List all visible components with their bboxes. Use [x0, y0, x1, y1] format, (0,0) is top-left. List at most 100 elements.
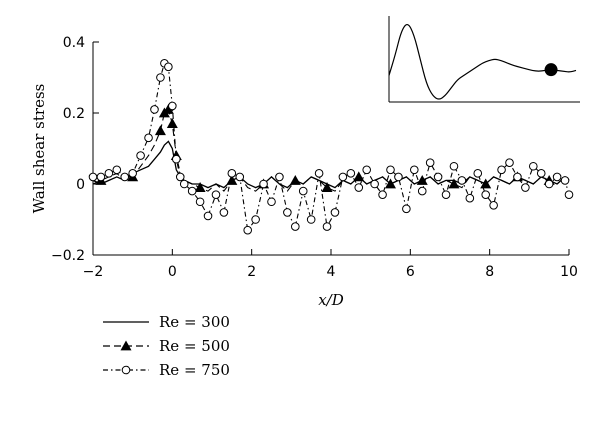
series-3-point: [457, 176, 467, 185]
series-3-point: [402, 204, 411, 214]
series-3-point: [136, 151, 145, 160]
legend-label: Re = 750: [159, 361, 230, 379]
series-3-point: [112, 165, 122, 175]
series-3-point: [168, 101, 177, 111]
legend-marker: [120, 340, 132, 351]
series-3-point: [497, 165, 506, 175]
series-3-point: [144, 133, 153, 143]
series-3-point: [394, 172, 403, 182]
series-3-point: [267, 197, 276, 207]
series-3-point: [513, 172, 522, 182]
y-axis-label: Wall shear stress: [30, 84, 48, 214]
legend-label: Re = 500: [159, 337, 230, 355]
series-2-point: [416, 174, 428, 185]
series-3-point: [354, 183, 364, 192]
series-3-point: [552, 172, 562, 182]
series-3-point: [104, 169, 114, 178]
series-3-point: [346, 169, 356, 178]
series-2-point: [162, 103, 174, 114]
series-2-point: [289, 174, 301, 185]
series-3-point: [564, 190, 574, 199]
series-2-point: [166, 118, 178, 129]
series-3-point: [172, 154, 181, 164]
series-3-point: [219, 208, 229, 217]
series-3-point: [164, 62, 173, 72]
series-3-point: [449, 161, 459, 171]
series-3-point: [370, 179, 379, 189]
series-3-point: [338, 172, 348, 182]
inset-plot: [388, 16, 580, 103]
series-3-point: [179, 179, 189, 189]
series-3-point: [473, 169, 483, 178]
series-3-point: [227, 169, 237, 178]
series-2-point: [226, 174, 238, 185]
legend-marker: [121, 365, 131, 375]
series-3-point: [481, 190, 491, 199]
series-3-point: [120, 172, 130, 182]
series-1-line: [92, 140, 570, 189]
series-3-point: [521, 183, 530, 192]
series-3-point: [529, 161, 538, 171]
series-3-point: [322, 222, 332, 231]
x-tick-label: 8: [485, 264, 494, 280]
x-tick-label: 2: [247, 264, 256, 280]
x-axis-label: x/D: [318, 291, 344, 309]
series-3-point: [150, 105, 159, 114]
legend-label: Re = 300: [159, 313, 230, 331]
series-3-point: [211, 190, 221, 199]
series-3-point: [283, 208, 292, 217]
legend-entry-3: Re = 750: [103, 361, 230, 379]
series-3-point: [251, 215, 260, 224]
y-tick-label: −0.2: [51, 248, 85, 264]
series-3: [88, 59, 574, 235]
series-3-point: [417, 186, 427, 196]
series-2-point: [321, 182, 333, 192]
series-3-point: [314, 169, 324, 178]
series-2-point: [480, 178, 492, 189]
series-3-point: [306, 215, 316, 224]
series-3-point: [175, 172, 185, 182]
x-tick-label: 0: [168, 264, 177, 280]
legend-entry-1: Re = 300: [103, 313, 230, 331]
series-3-point: [560, 176, 570, 185]
series-3-point: [243, 225, 252, 235]
series-3-point: [195, 197, 205, 207]
y-tick-label: 0.4: [63, 35, 85, 51]
series-2-point: [154, 125, 166, 136]
series-3-point: [88, 172, 98, 182]
series-3-point: [544, 179, 554, 189]
series-3-point: [425, 158, 435, 167]
series-3-point: [259, 179, 268, 189]
x-tick-label: −2: [83, 264, 104, 280]
series-3-point: [298, 186, 308, 196]
series-3-point: [330, 208, 340, 217]
series-3-point: [275, 172, 284, 182]
x-tick-label: 4: [327, 264, 336, 280]
series-3-point: [203, 211, 213, 221]
series-3-point: [433, 172, 443, 182]
y-tick-label: 0: [76, 177, 85, 193]
y-tick-label: 0.2: [63, 106, 85, 122]
x-tick-label: 10: [560, 264, 578, 280]
series-2-point: [448, 178, 460, 189]
series-2-point: [385, 178, 396, 189]
series-3-point: [235, 172, 245, 182]
series-3-point: [386, 165, 395, 175]
series-3-point: [128, 169, 137, 178]
series-3-point: [156, 73, 165, 82]
series-3-point: [96, 172, 106, 182]
series-3-point: [441, 190, 451, 199]
series-3-point: [291, 222, 300, 231]
series-3-point: [410, 165, 419, 175]
series-3-point: [378, 190, 387, 199]
series-3-point: [465, 193, 475, 203]
series-2-point: [194, 182, 206, 192]
series-3-point: [187, 186, 197, 196]
legend: Re = 300 Re = 500 Re = 750: [103, 313, 230, 379]
series-3-point: [505, 158, 514, 167]
series-3-point: [489, 201, 498, 210]
inset-curve: [388, 23, 577, 100]
series-3-point: [362, 165, 372, 175]
series-1: [92, 140, 570, 189]
